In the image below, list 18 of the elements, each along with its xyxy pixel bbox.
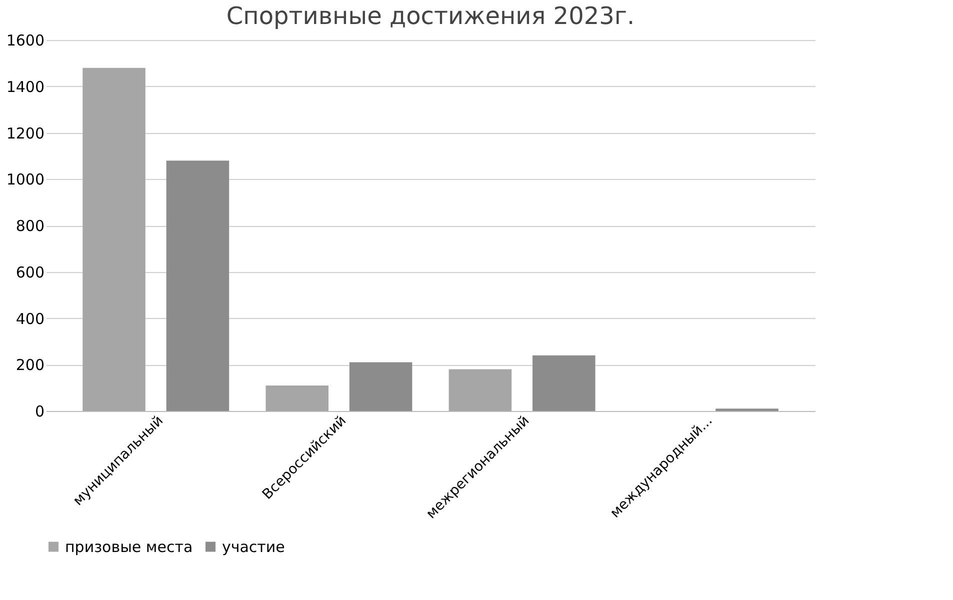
legend-label: призовые места xyxy=(65,538,193,556)
bar xyxy=(532,355,596,411)
y-tick-label: 800 xyxy=(16,217,44,235)
bar xyxy=(82,68,146,411)
legend-label: участие xyxy=(222,538,285,556)
y-tick-label: 1000 xyxy=(6,170,44,189)
chart-title: Спортивные достижения 2023г. xyxy=(226,2,635,30)
bar xyxy=(448,369,512,411)
y-tick-label: 400 xyxy=(16,310,44,328)
bar xyxy=(166,160,230,411)
y-tick-label: 1400 xyxy=(6,78,44,96)
y-tick-label: 200 xyxy=(16,356,44,374)
bar xyxy=(349,362,412,411)
y-tick-label: 600 xyxy=(16,263,44,282)
bar xyxy=(266,385,328,411)
y-tick-label: 1600 xyxy=(6,32,44,50)
y-tick-label: 0 xyxy=(34,402,44,420)
y-tick-label: 1200 xyxy=(6,124,44,142)
